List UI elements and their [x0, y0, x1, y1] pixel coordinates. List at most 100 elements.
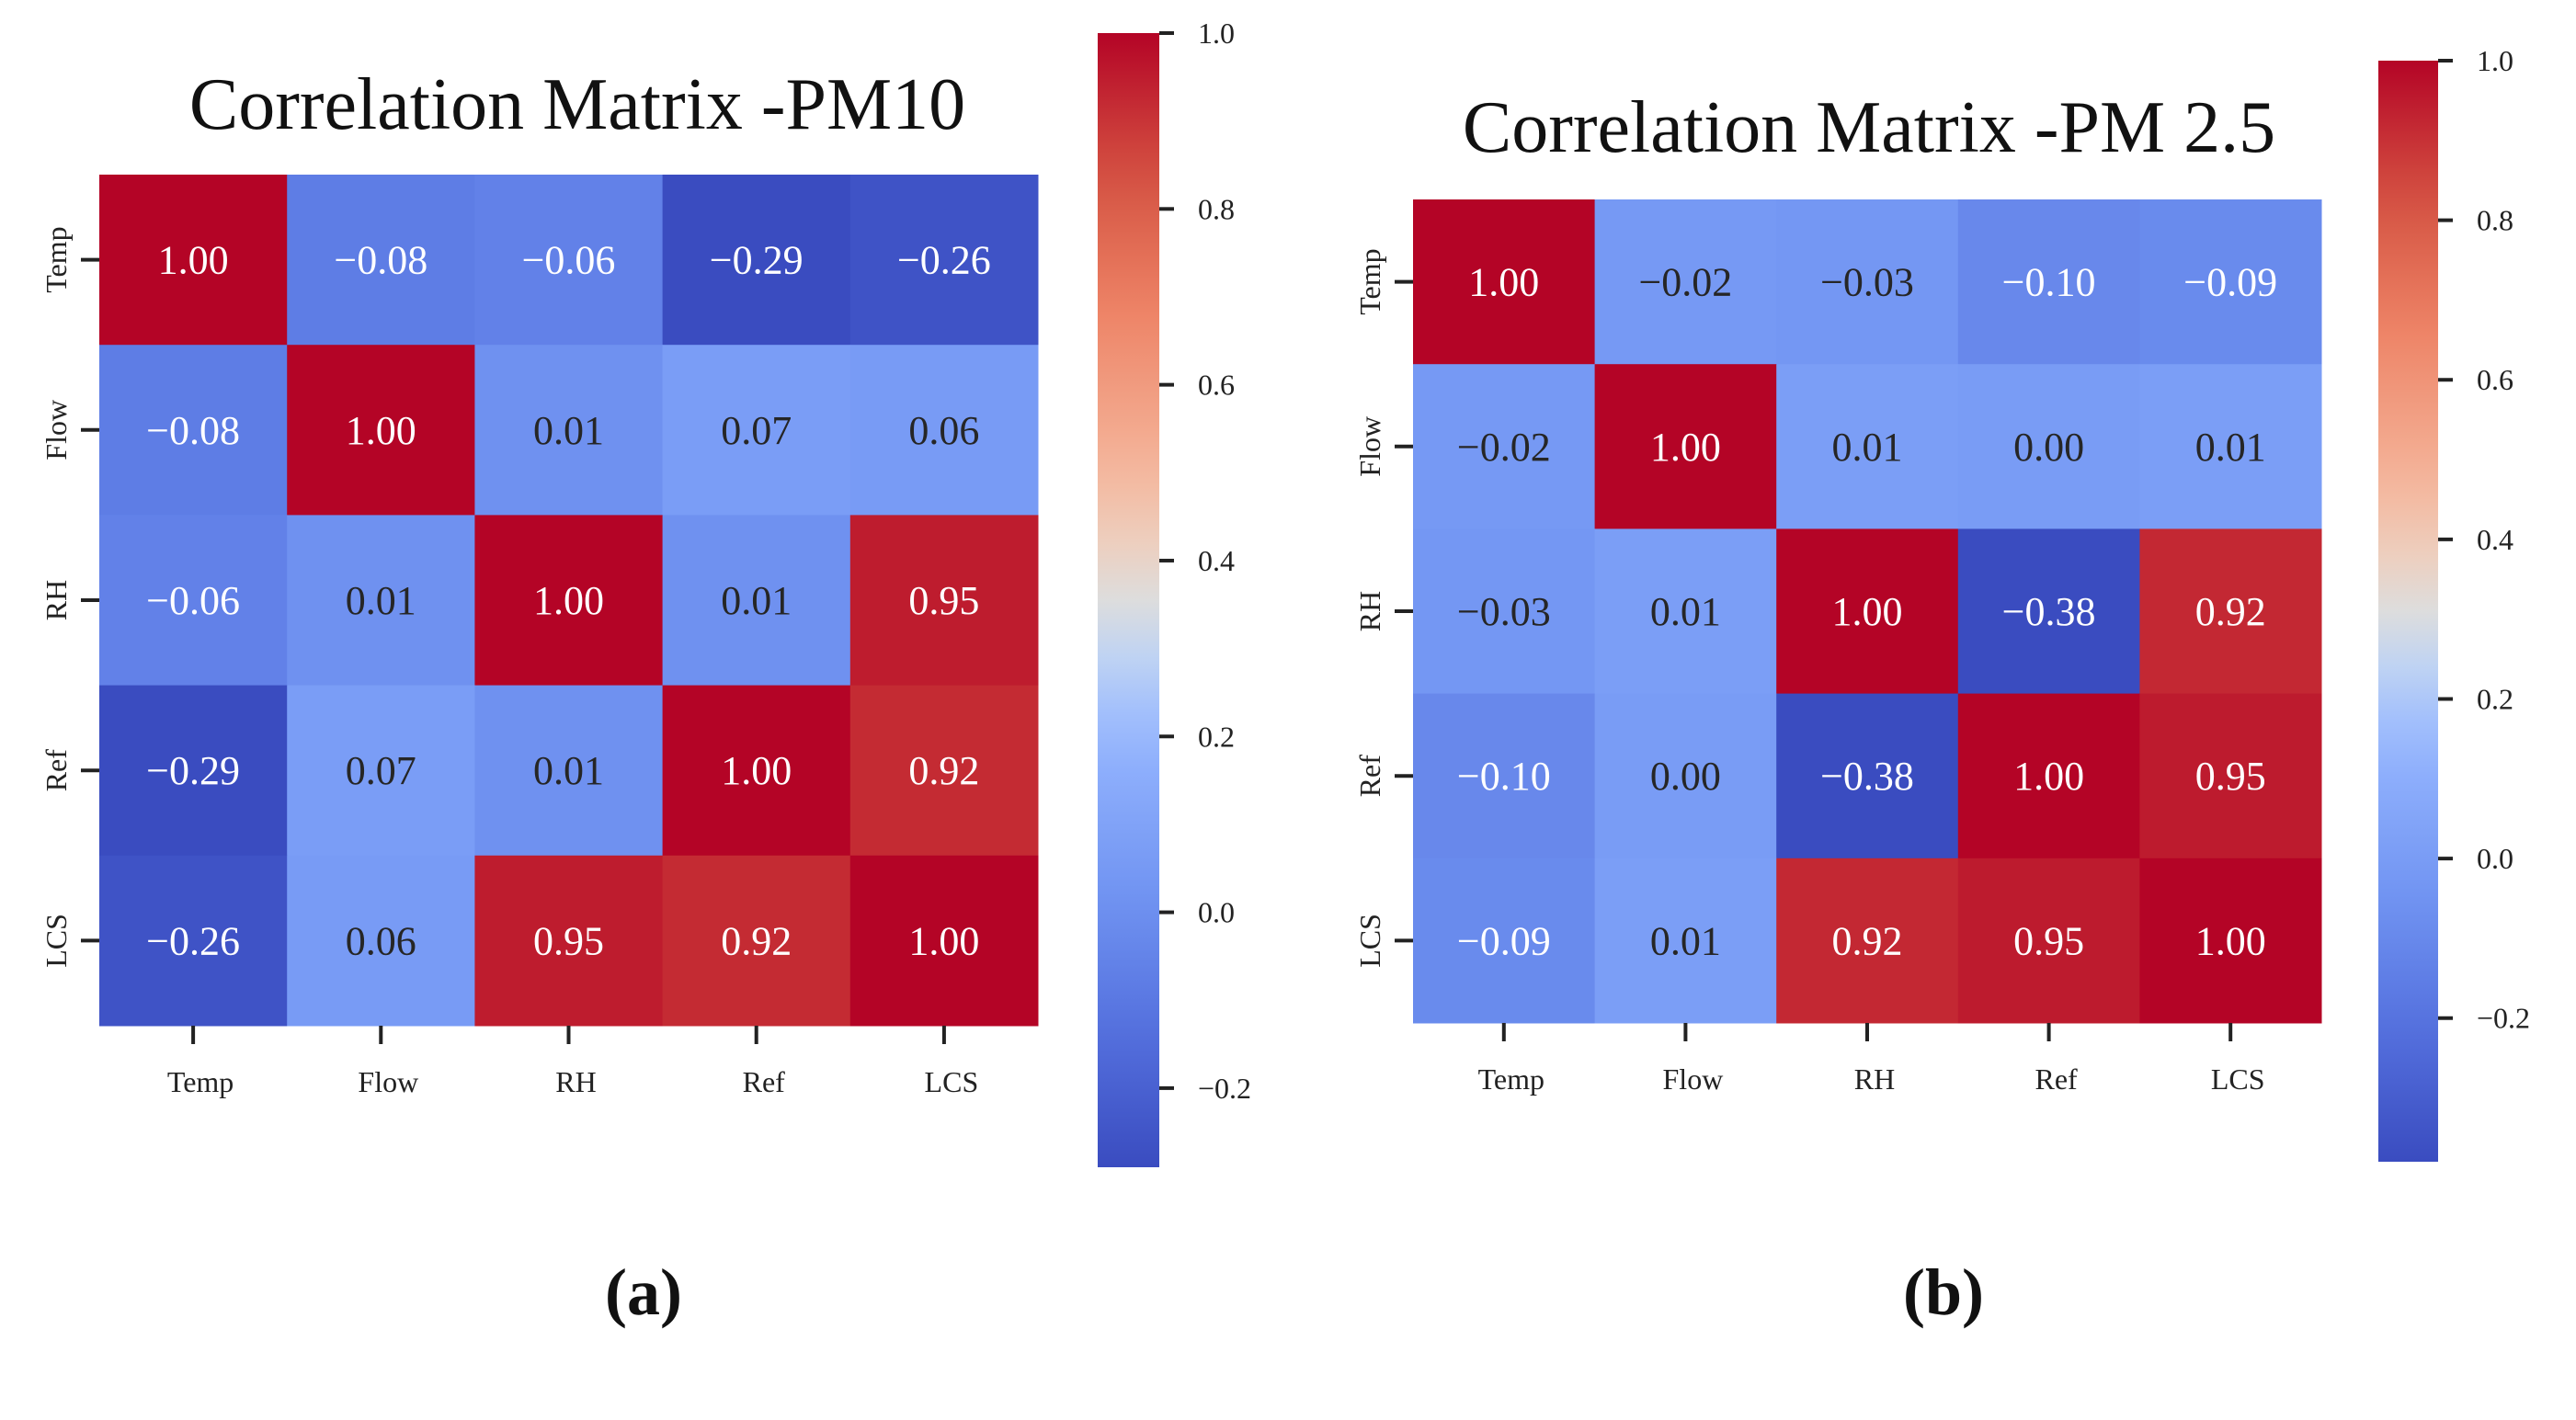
- cell-value-label: 0.06: [908, 408, 979, 453]
- cell-value-label: −0.38: [1820, 754, 1914, 799]
- cell-value-label: 0.01: [346, 578, 416, 623]
- panel-label: (b): [1903, 1255, 1984, 1329]
- heatmap-cell-ref-lcs: [2139, 693, 2322, 859]
- cell-value-label: 1.00: [158, 238, 229, 283]
- cell-value-label: 0.01: [533, 748, 604, 793]
- chart-title: Correlation Matrix -PM10: [189, 64, 965, 145]
- cell-value-label: −0.09: [2183, 260, 2277, 305]
- cell-value-label: −0.26: [897, 238, 991, 283]
- cell-value-label: −0.29: [710, 238, 804, 283]
- cell-value-label: −0.38: [2002, 589, 2096, 634]
- cell-value-label: −0.26: [146, 918, 240, 963]
- y-tick-label: Ref: [40, 749, 73, 792]
- cell-value-label: 0.07: [346, 748, 416, 793]
- heatmap-cell-rh-ref: [1957, 528, 2140, 695]
- x-tick-label: Temp: [1478, 1062, 1544, 1096]
- heatmap-cell-ref-flow: [287, 685, 475, 857]
- cell-value-label: 1.00: [533, 578, 604, 623]
- cell-value-label: 0.92: [2195, 589, 2266, 634]
- colorbar-tick-label: 0.4: [1198, 544, 1235, 577]
- heatmap-cell-rh-lcs: [2139, 528, 2322, 695]
- cell-value-label: 0.92: [908, 748, 979, 793]
- heatmap-cell-temp-flow: [1594, 199, 1777, 365]
- colorbar-tick-label: 0.4: [2477, 523, 2513, 556]
- colorbar-tick-label: 1.0: [2477, 44, 2513, 77]
- cell-value-label: −0.03: [1457, 589, 1551, 634]
- y-tick-label: Ref: [1353, 755, 1386, 798]
- x-tick-label: Flow: [1663, 1062, 1724, 1096]
- colorbar: [1098, 33, 1159, 1167]
- x-tick-label: LCS: [2211, 1062, 2265, 1096]
- y-tick-label: Temp: [1353, 248, 1386, 314]
- heatmap-cell-rh-rh: [474, 515, 664, 687]
- cell-value-label: 0.01: [721, 578, 792, 623]
- heatmap-cell-lcs-rh: [474, 855, 664, 1027]
- heatmap-cell-ref-temp: [1413, 693, 1596, 859]
- y-tick-label: RH: [40, 580, 73, 620]
- cell-value-label: 1.00: [346, 408, 416, 453]
- cell-value-label: 0.92: [1832, 918, 1903, 963]
- colorbar-tick-label: 0.0: [1198, 896, 1235, 929]
- colorbar-tick-label: 0.0: [2477, 842, 2513, 875]
- heatmap-cell-temp-flow: [287, 175, 475, 346]
- cell-value-label: −0.06: [522, 238, 616, 283]
- cell-value-label: 1.00: [1650, 425, 1721, 470]
- cell-value-label: −0.29: [146, 748, 240, 793]
- colorbar-tick-label: −0.2: [1198, 1072, 1251, 1105]
- heatmap-cell-rh-lcs: [849, 515, 1039, 687]
- cell-value-label: 0.01: [1650, 918, 1721, 963]
- colorbar-tick-label: 1.0: [1198, 17, 1235, 50]
- x-tick-label: LCS: [925, 1065, 979, 1098]
- x-tick-label: Temp: [167, 1065, 234, 1098]
- y-tick-label: Flow: [1353, 416, 1386, 477]
- y-tick-label: RH: [1353, 591, 1386, 631]
- colorbar-tick-label: −0.2: [2477, 1002, 2530, 1035]
- cell-value-label: −0.08: [334, 238, 427, 283]
- heatmap-cell-lcs-rh: [1776, 858, 1959, 1024]
- chart-title: Correlation Matrix -PM 2.5: [1463, 87, 2275, 168]
- heatmap-panel-pm25: Correlation Matrix -PM 2.5 1.00 −0.02 −0.03…: [1353, 44, 2530, 1329]
- heatmap-cell-rh-temp: [99, 515, 288, 687]
- cell-value-label: 0.00: [2013, 425, 2084, 470]
- cell-value-label: −0.02: [1457, 425, 1551, 470]
- heatmap-cell-rh-flow: [1594, 528, 1777, 695]
- heatmap-cell-lcs-ref: [1957, 858, 2140, 1024]
- cell-value-label: 0.01: [2195, 425, 2266, 470]
- cell-value-label: 0.95: [2195, 754, 2266, 799]
- heatmap-cell-temp-lcs: [849, 175, 1039, 346]
- heatmap-cell-flow-flow: [287, 345, 475, 516]
- heatmap-cell-ref-temp: [99, 685, 288, 857]
- y-tick-label: LCS: [40, 914, 73, 968]
- heatmap-cell-flow-rh: [1776, 364, 1959, 529]
- cell-value-label: 0.95: [2013, 918, 2084, 963]
- cell-value-label: 1.00: [2195, 918, 2266, 963]
- cell-value-label: −0.08: [146, 408, 240, 453]
- heatmap-cell-ref-lcs: [849, 685, 1039, 857]
- colorbar-tick-label: 0.8: [1198, 192, 1235, 225]
- heatmap-cell-lcs-flow: [1594, 858, 1777, 1024]
- cell-value-label: 0.01: [533, 408, 604, 453]
- heatmap-cell-lcs-lcs: [849, 855, 1039, 1027]
- heatmap-cell-flow-flow: [1594, 364, 1777, 529]
- cell-value-label: 0.07: [721, 408, 792, 453]
- colorbar: [2378, 61, 2438, 1162]
- x-tick-label: Flow: [358, 1065, 418, 1098]
- heatmap-cell-rh-flow: [287, 515, 475, 687]
- x-tick-label: Ref: [2035, 1062, 2078, 1096]
- heatmap-cell-flow-ref: [662, 345, 851, 516]
- heatmap-panel-pm10: Correlation Matrix -PM10 1.00 −0.08 −0.06 −0…: [40, 17, 1251, 1329]
- heatmap-cell-ref-flow: [1594, 693, 1777, 859]
- heatmap-cell-flow-lcs: [849, 345, 1039, 516]
- cell-value-label: −0.06: [146, 578, 240, 623]
- heatmap-cell-flow-lcs: [2139, 364, 2322, 529]
- colorbar-tick-label: 0.6: [2477, 363, 2513, 396]
- heatmap-cell-ref-rh: [1776, 693, 1959, 859]
- cell-value-label: 0.00: [1650, 754, 1721, 799]
- cell-value-label: 0.01: [1650, 589, 1721, 634]
- cell-value-label: −0.03: [1820, 260, 1914, 305]
- cell-value-label: 1.00: [721, 748, 792, 793]
- y-tick-label: LCS: [1353, 914, 1386, 968]
- heatmap-cell-temp-rh: [474, 175, 664, 346]
- heatmap-cell-lcs-temp: [1413, 858, 1596, 1024]
